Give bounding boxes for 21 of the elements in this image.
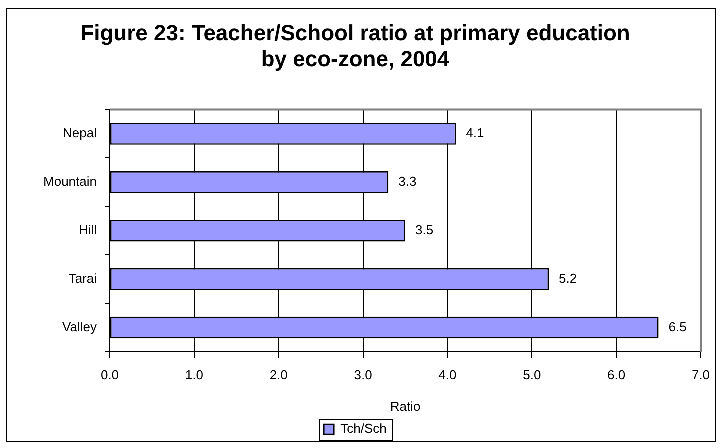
data-label: 5.2 (559, 270, 578, 286)
y-tick-label: Tarai (68, 270, 98, 286)
y-tick-label: Hill (78, 222, 98, 238)
x-tick-label: 7.0 (692, 367, 710, 382)
data-label: 6.5 (668, 319, 687, 334)
y-tick-label: Valley (62, 319, 98, 334)
x-tick-label: 1.0 (185, 367, 204, 382)
y-tick-label: Mountain (44, 174, 97, 190)
y-tick-label: Nepal (63, 126, 98, 141)
data-label: 4.1 (466, 126, 484, 141)
legend-label: Tch/Sch (340, 421, 387, 436)
x-tick-label: 4.0 (438, 367, 457, 382)
x-tick-label: 2.0 (270, 367, 288, 382)
x-tick-label: 6.0 (608, 367, 626, 382)
x-tick-label: 0.0 (100, 367, 120, 382)
data-label: 3.5 (416, 222, 434, 238)
x-tick-label: 3.0 (354, 367, 372, 382)
x-axis-title: Ratio (390, 398, 421, 414)
data-label: 3.3 (398, 174, 417, 190)
chart-title: Figure 23: Teacher/School ratio at primary education by eco-zone, 2004 (80, 20, 630, 72)
x-tick-label: 5.0 (523, 367, 542, 382)
